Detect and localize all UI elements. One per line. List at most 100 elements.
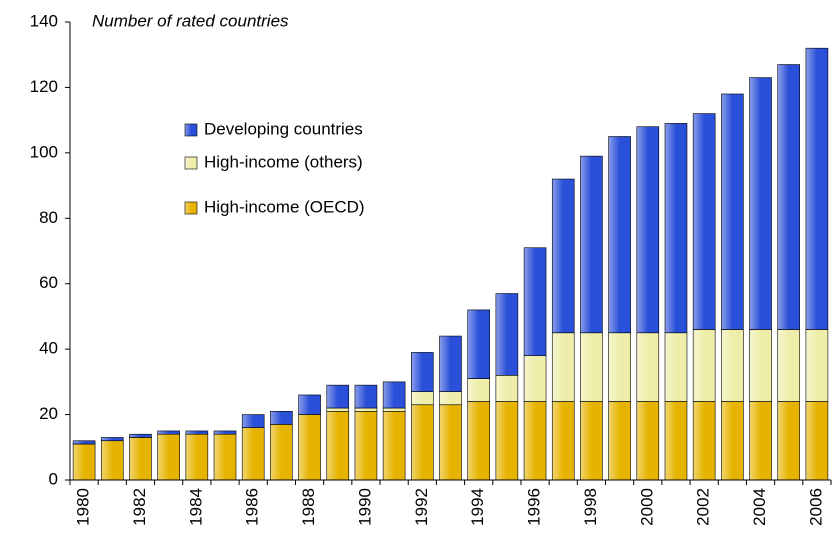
- bar: [608, 136, 631, 334]
- legend-swatch: [184, 123, 198, 137]
- x-tick-label: 2006: [806, 488, 825, 526]
- bar: [439, 391, 462, 406]
- x-tick-label: 2002: [694, 488, 713, 526]
- legend-label: Developing countries: [204, 119, 363, 138]
- bar: [495, 293, 519, 376]
- bar: [749, 329, 772, 402]
- bar: [495, 401, 519, 481]
- bar: [213, 430, 237, 435]
- y-tick-label: 80: [39, 208, 58, 227]
- bar: [608, 332, 631, 402]
- bar: [100, 440, 124, 481]
- bar: [495, 375, 519, 402]
- bar: [411, 404, 434, 481]
- bar: [354, 384, 378, 409]
- bar: [213, 433, 237, 481]
- bar: [692, 329, 716, 402]
- bar: [411, 391, 434, 406]
- bar: [241, 414, 265, 428]
- x-tick-label: 2000: [637, 488, 656, 526]
- bar: [580, 332, 603, 402]
- legend-label: High-income (others): [204, 152, 363, 171]
- bar: [692, 401, 716, 481]
- bar: [523, 355, 547, 402]
- bar: [270, 410, 293, 425]
- bar: [608, 401, 631, 481]
- bar: [185, 433, 209, 481]
- bar: [805, 401, 829, 481]
- chart-title: Number of rated countries: [92, 11, 289, 30]
- bar: [326, 384, 350, 409]
- bar: [129, 433, 152, 438]
- bar: [439, 404, 462, 481]
- bar: [439, 335, 462, 392]
- x-tick-label: 1982: [130, 488, 149, 526]
- bar: [157, 430, 180, 435]
- bar: [692, 113, 716, 330]
- bar: [777, 401, 801, 481]
- x-tick-label: 1992: [412, 488, 431, 526]
- x-tick-label: 2004: [750, 488, 769, 526]
- y-tick-label: 20: [39, 404, 58, 423]
- bar: [749, 401, 772, 481]
- bar: [467, 309, 490, 379]
- bar: [805, 47, 829, 330]
- bar: [551, 178, 575, 334]
- y-tick-label: 0: [49, 469, 58, 488]
- bar: [721, 329, 744, 402]
- bar: [580, 401, 603, 481]
- legend-swatch: [184, 156, 198, 170]
- x-tick-label: 1996: [525, 488, 544, 526]
- legend-swatch: [184, 201, 198, 215]
- x-tick-label: 1984: [186, 488, 205, 526]
- bar: [270, 424, 293, 481]
- y-tick-label: 100: [30, 142, 58, 161]
- bar: [721, 93, 744, 330]
- bar: [777, 329, 801, 402]
- bar: [326, 407, 350, 412]
- x-tick-label: 1994: [468, 488, 487, 526]
- bar: [354, 407, 378, 412]
- bar: [72, 440, 96, 445]
- bar: [298, 414, 321, 481]
- bar: [749, 77, 772, 330]
- bar: [805, 329, 829, 402]
- y-tick-label: 140: [30, 11, 58, 30]
- bar: [636, 401, 660, 481]
- bar: [298, 394, 321, 415]
- bar: [664, 123, 688, 334]
- bar: [636, 332, 660, 402]
- bar: [411, 352, 434, 392]
- x-tick-label: 1990: [355, 488, 374, 526]
- bar: [72, 443, 96, 481]
- y-tick-label: 120: [30, 77, 58, 96]
- y-tick-label: 60: [39, 273, 58, 292]
- bar: [382, 407, 406, 412]
- bar: [354, 410, 378, 481]
- bar: [129, 437, 152, 481]
- bar: [467, 401, 490, 481]
- bar: [777, 64, 801, 330]
- legend-label: High-income (OECD): [204, 197, 365, 216]
- bar: [636, 126, 660, 334]
- x-tick-label: 1988: [299, 488, 318, 526]
- bar: [523, 401, 547, 481]
- bar: [551, 332, 575, 402]
- bar: [551, 401, 575, 481]
- bar: [100, 437, 124, 442]
- bar: [157, 433, 180, 481]
- bar: [382, 381, 406, 409]
- x-tick-label: 1998: [581, 488, 600, 526]
- x-tick-label: 1986: [243, 488, 262, 526]
- x-tick-label: 1980: [74, 488, 93, 526]
- bar: [523, 247, 547, 356]
- bar: [326, 410, 350, 481]
- y-tick-label: 40: [39, 339, 58, 358]
- bar: [580, 155, 603, 334]
- bar: [382, 410, 406, 481]
- bar: [664, 332, 688, 402]
- bar: [664, 401, 688, 481]
- bar: [185, 430, 209, 435]
- bar: [721, 401, 744, 481]
